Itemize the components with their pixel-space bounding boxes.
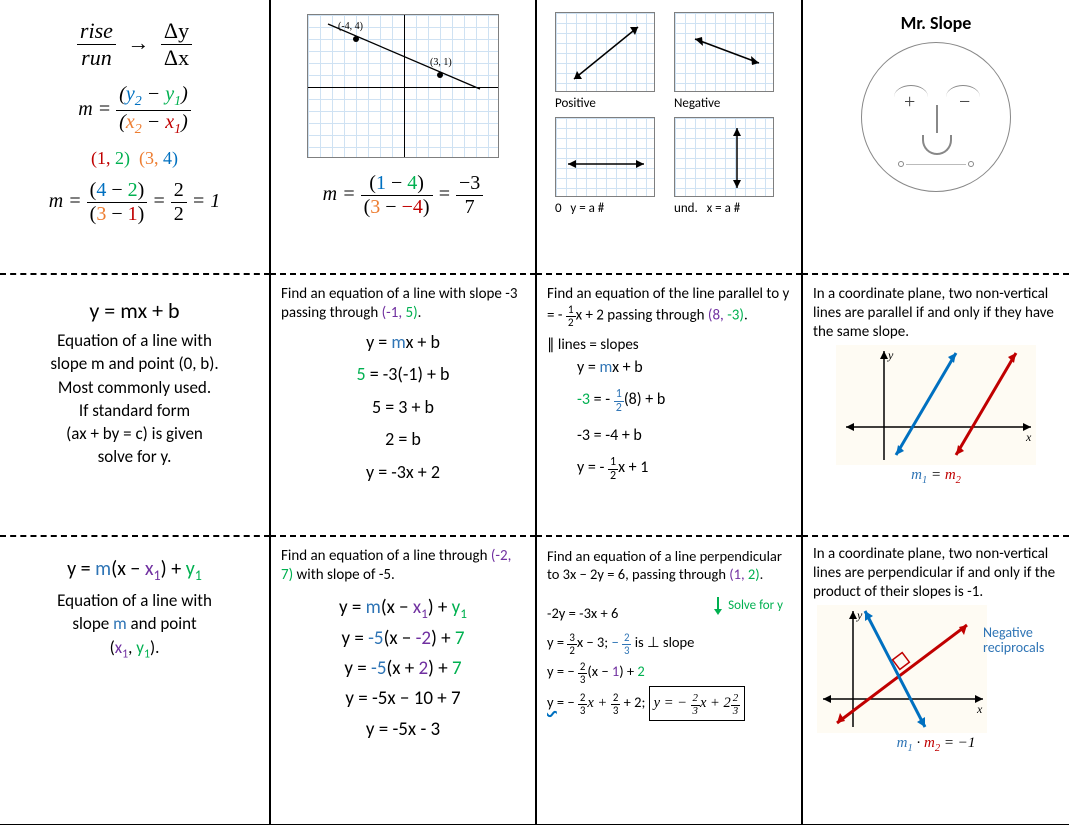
eq-ymxb: y = mx + b xyxy=(10,297,259,324)
worked-slope-2: m = (1 − 4) (3 − −4) = −37 xyxy=(281,172,525,219)
solve-note: Solve for y xyxy=(711,595,783,617)
parallel-diagram: y x xyxy=(836,345,1036,465)
plus-eye: + xyxy=(904,91,915,114)
perp-diagram: y x xyxy=(817,605,987,733)
cell-slope-formula: riserun → ΔyΔx m = (y2 − y1) (x2 − x1) (… xyxy=(0,0,270,275)
pos-slope-grid xyxy=(555,12,655,92)
point-label-1: (-4, 4) xyxy=(338,21,363,32)
cell-slope-types: Positive Negative 0 y = a # und. x = a # xyxy=(536,0,802,275)
coord-grid: (-4, 4) (3, 1) xyxy=(307,14,499,158)
parallel-note: ∥ lines = slopes xyxy=(547,336,791,355)
perp-caption: m1 · m2 = −1 xyxy=(813,735,1059,754)
cell-perp-def: In a coordinate plane, two non-vertical … xyxy=(802,537,1069,825)
cell-point-slope: y = m(x − x1) + y1 Equation of a line wi… xyxy=(0,537,270,825)
eq-point-slope: y = m(x − x1) + y1 xyxy=(10,557,259,584)
perp-def: In a coordinate plane, two non-vertical … xyxy=(813,545,1055,601)
prompt-1: Find an equation of a line with slope -3… xyxy=(281,285,525,323)
zero-label: 0 y = a # xyxy=(555,201,664,216)
neg-recip-note: Negative reciprocals xyxy=(983,625,1059,656)
svg-text:x: x xyxy=(1025,430,1032,444)
point-label-2: (3, 1) xyxy=(430,57,452,68)
und-label: und. x = a # xyxy=(674,201,783,216)
zero-slope-grid xyxy=(555,117,655,197)
und-slope-grid xyxy=(674,117,774,197)
example-points: (1, 2) (3, 4) xyxy=(10,148,259,169)
slope-formula-vars: m = (y2 − y1) (x2 − x1) xyxy=(10,83,259,138)
cell-find-eq-1: Find an equation of a line with slope -3… xyxy=(270,275,536,537)
svg-text:y: y xyxy=(887,348,894,362)
neg-label: Negative xyxy=(674,96,783,111)
cell-parallel-def: In a coordinate plane, two non-vertical … xyxy=(802,275,1069,537)
prompt-perp: Find an equation of a line perpendicular… xyxy=(547,547,791,583)
cell-mr-slope: Mr. Slope + − xyxy=(802,0,1069,275)
cell-slope-graph: (-4, 4) (3, 1) m = (1 − 4) (3 − −4) = −3… xyxy=(270,0,536,275)
svg-text:y: y xyxy=(856,608,863,622)
worked-slope: m = (4 − 2) (3 − 1) = 22 = 1 xyxy=(10,179,259,226)
parallel-caption: m1 = m2 xyxy=(813,467,1059,486)
cell-perp-eq: Find an equation of a line perpendicular… xyxy=(536,537,802,825)
face-diagram: + − xyxy=(861,42,1011,192)
prompt-2: Find an equation of a line through (-2, … xyxy=(281,547,525,585)
minus-eye: − xyxy=(959,91,970,114)
cell-find-eq-2: Find an equation of a line through (-2, … xyxy=(270,537,536,825)
mr-slope-title: Mr. Slope xyxy=(813,12,1059,34)
parallel-def: In a coordinate plane, two non-vertical … xyxy=(813,285,1059,341)
neg-slope-grid xyxy=(674,12,774,92)
cell-slope-intercept: y = mx + b Equation of a line with slope… xyxy=(0,275,270,537)
svg-text:x: x xyxy=(976,702,983,716)
boxed-answer: y = − 23x + 223 xyxy=(649,686,746,721)
pos-label: Positive xyxy=(555,96,664,111)
cell-parallel-eq: Find an equation of the line parallel to… xyxy=(536,275,802,537)
rise-over-run: riserun → ΔyΔx xyxy=(10,18,259,71)
prompt-parallel: Find an equation of the line parallel to… xyxy=(547,285,791,330)
